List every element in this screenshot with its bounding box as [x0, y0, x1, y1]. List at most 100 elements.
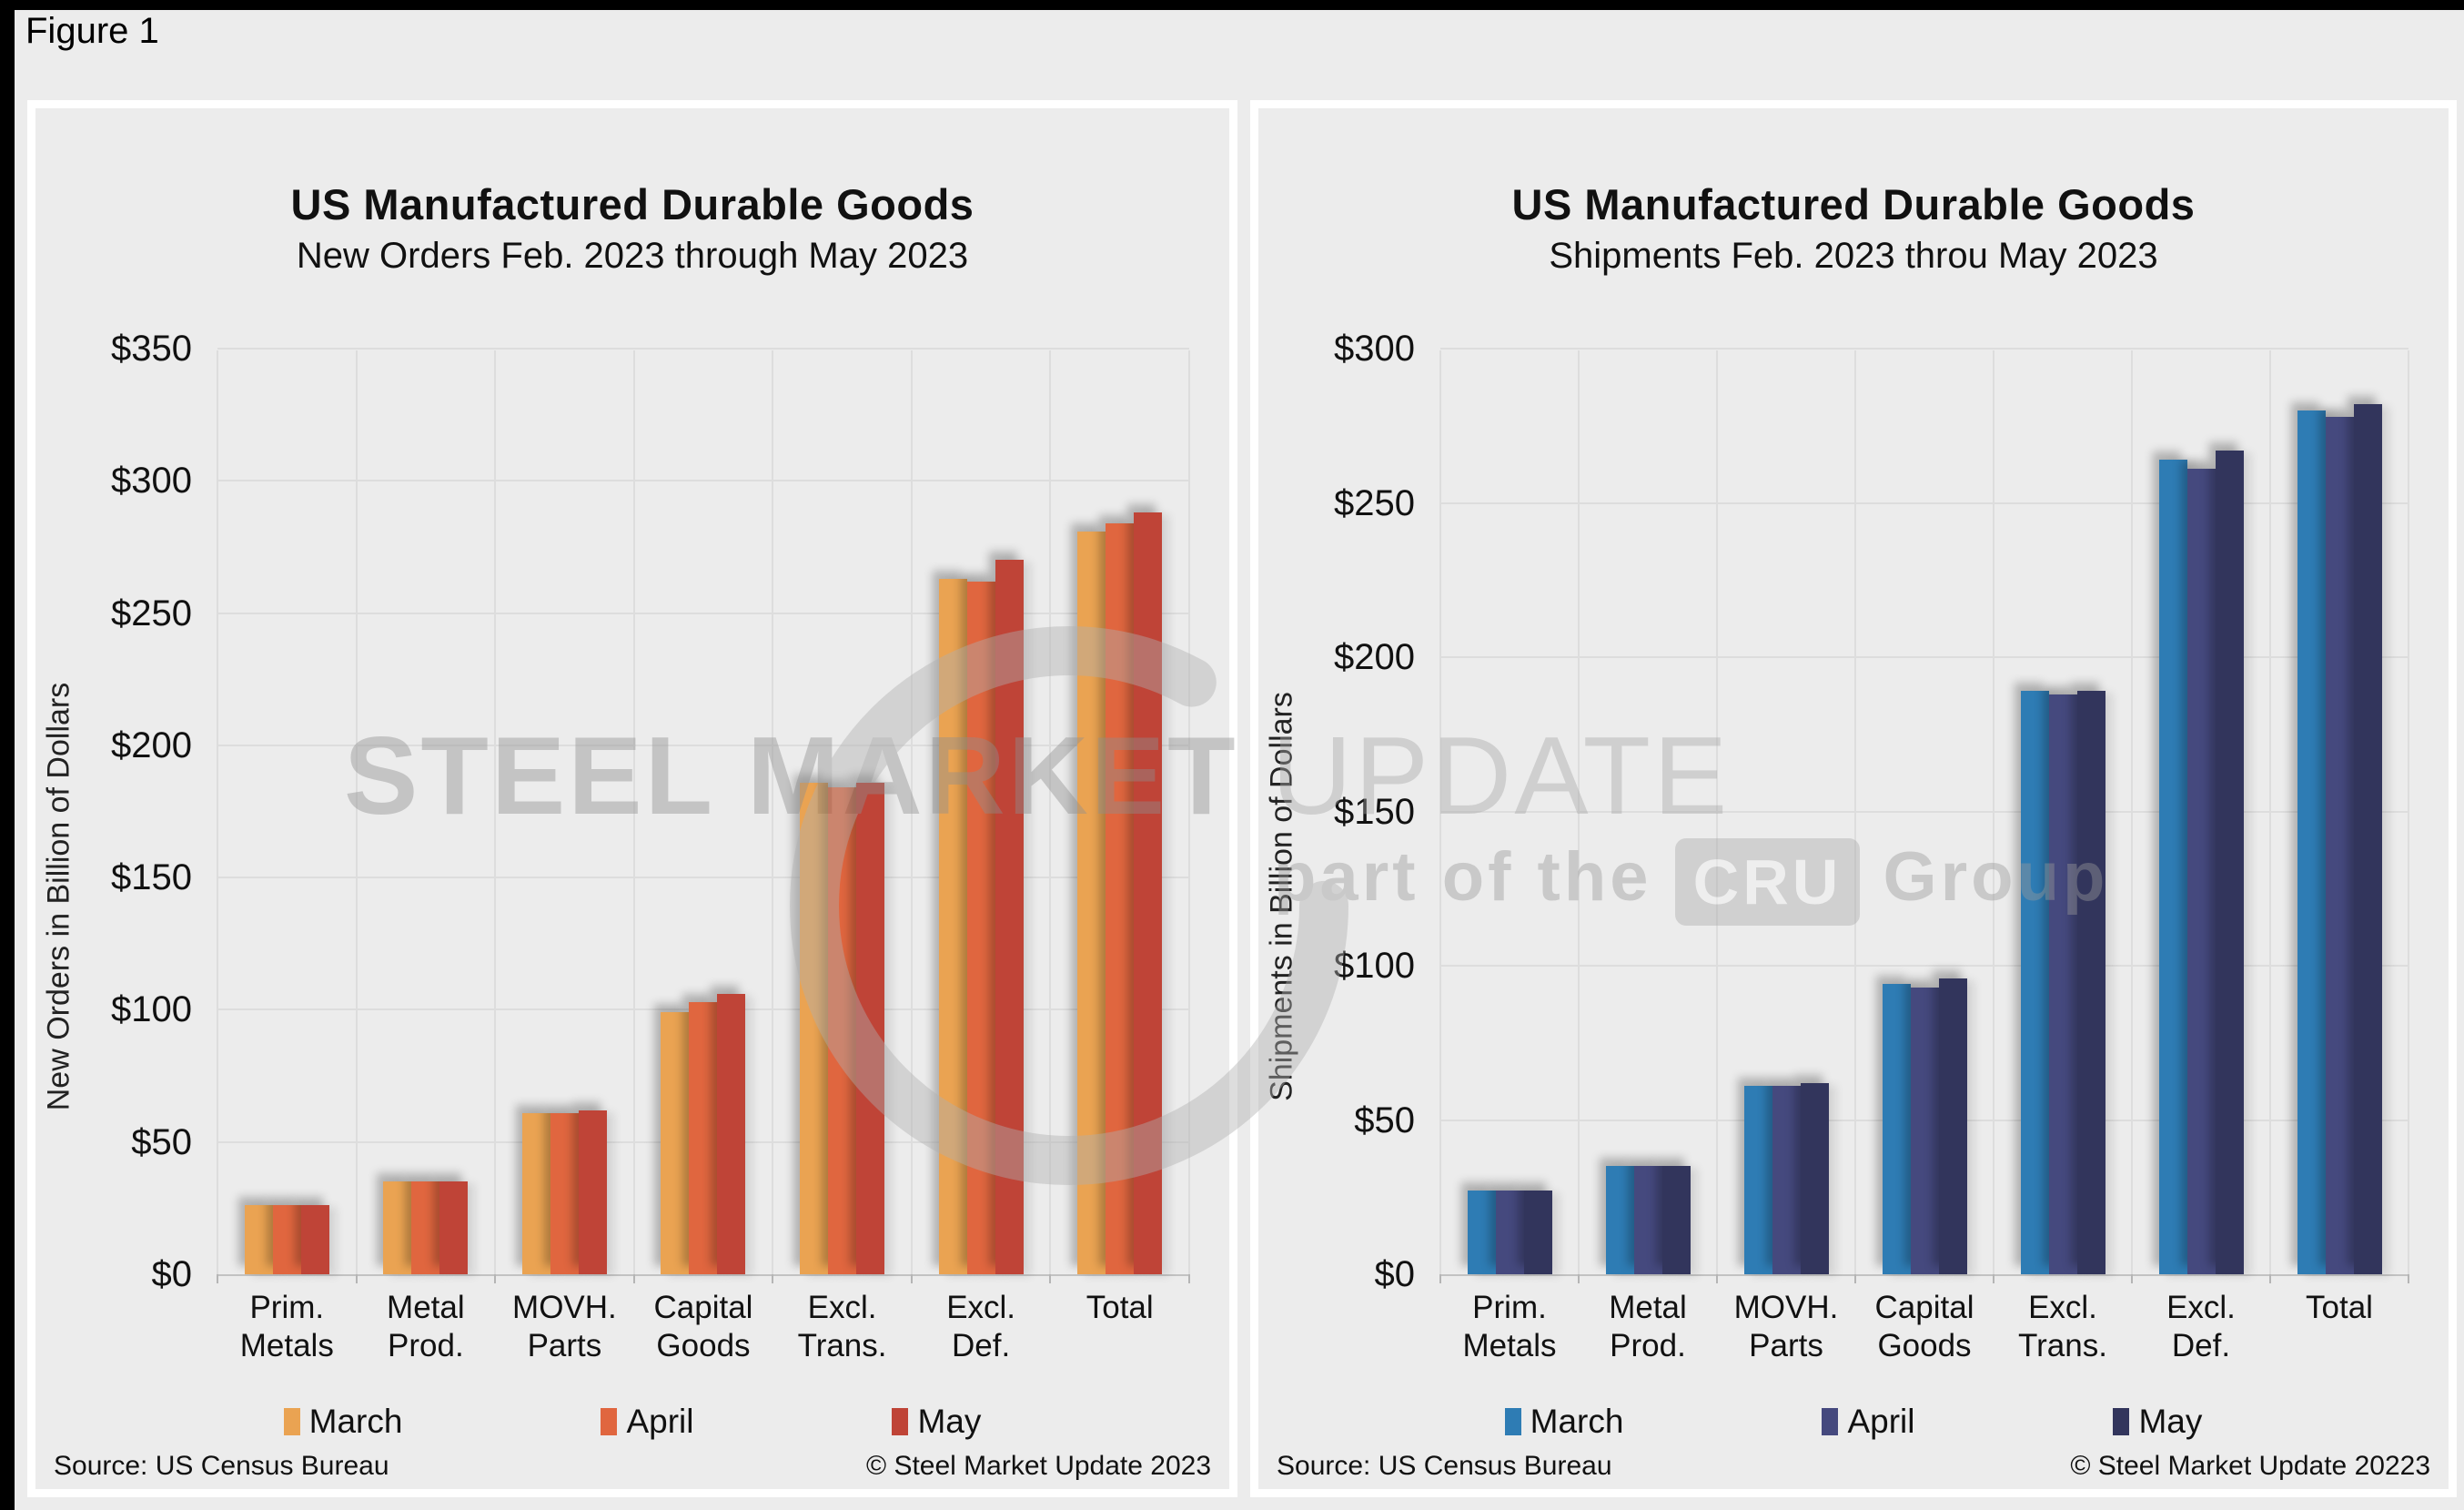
bar-may-0 — [300, 1205, 329, 1274]
bar-march-1 — [383, 1181, 412, 1274]
gridline-h — [1440, 502, 2408, 504]
x-tick-label: Excl. Def. — [2166, 1290, 2236, 1363]
gridline-v — [632, 350, 635, 1274]
y-tick-label: $200 — [111, 725, 192, 765]
bar-march-5 — [2158, 460, 2187, 1274]
axis-tick — [632, 1274, 635, 1283]
y-tick-label: $300 — [111, 461, 192, 502]
chart-subtitle: Shipments Feb. 2023 throu May 2023 — [1549, 236, 2158, 276]
axis-tick — [494, 1274, 497, 1283]
legend-item-april: April — [601, 1403, 693, 1441]
bar-march-1 — [1605, 1166, 1634, 1274]
gridline-h — [1440, 348, 2408, 350]
x-tick-label: Capital Goods — [653, 1290, 753, 1363]
bar-group-3 — [1855, 978, 1994, 1274]
axis-tick — [2131, 1274, 2133, 1283]
axis-tick — [1188, 1274, 1190, 1283]
bar-april-5 — [2186, 469, 2216, 1274]
bar-april-2 — [1772, 1086, 1801, 1274]
y-tick-label: $50 — [131, 1121, 192, 1162]
bar-may-4 — [856, 782, 885, 1274]
chart-panel-new-orders: US Manufactured Durable Goods New Orders… — [27, 100, 1237, 1497]
legend-swatch — [1504, 1408, 1521, 1435]
legend-item-may: May — [892, 1403, 981, 1441]
x-tick-label: Excl. Trans. — [797, 1290, 887, 1363]
y-tick-label: $250 — [1334, 482, 1415, 523]
axis-tick — [1577, 1274, 1580, 1283]
bar-march-5 — [938, 578, 967, 1274]
bar-may-5 — [995, 560, 1024, 1274]
x-tick-label: Prim. Metals — [239, 1290, 334, 1363]
bar-group-5 — [912, 560, 1051, 1274]
axis-tick — [1854, 1274, 1856, 1283]
y-tick-label: $0 — [1374, 1254, 1416, 1294]
bar-march-3 — [661, 1012, 690, 1274]
bar-may-2 — [578, 1110, 607, 1274]
copyright-note: © Steel Market Update 2023 — [866, 1451, 1211, 1481]
bar-may-5 — [2215, 450, 2244, 1274]
bar-group-6 — [2270, 404, 2408, 1274]
gridline-h — [1440, 965, 2408, 967]
y-tick-label: $50 — [1354, 1100, 1415, 1140]
bar-april-4 — [2048, 694, 2077, 1274]
bar-march-4 — [800, 782, 829, 1274]
plot-area: $0 $50 $100 $150 $200 $250 $300 $350 Prim. Metals… — [111, 329, 1190, 1363]
copyright-note: © Steel Market Update 20223 — [2070, 1451, 2430, 1481]
x-tick-label: Total — [2306, 1290, 2373, 1325]
gridline-h — [217, 612, 1189, 614]
bar-group-6 — [1050, 512, 1189, 1274]
gridline-v — [2408, 350, 2409, 1274]
bar-group-5 — [2132, 450, 2270, 1274]
axis-tick — [1992, 1274, 1994, 1283]
frame-border-left — [0, 0, 15, 1510]
x-tick-label: MOVH. Parts — [1733, 1290, 1839, 1363]
source-note: Source: US Census Bureau — [1277, 1451, 1612, 1481]
legend-label: April — [1847, 1403, 1915, 1440]
y-tick-label: $200 — [1334, 637, 1415, 677]
gridline-h — [1440, 656, 2408, 658]
gridline-v — [910, 350, 913, 1274]
axis-tick — [1049, 1274, 1052, 1283]
gridline-v — [2131, 350, 2133, 1274]
legend-swatch — [2113, 1408, 2130, 1435]
legend: March April May — [35, 1403, 1229, 1441]
gridline-v — [1992, 350, 1994, 1274]
legend-swatch — [601, 1408, 618, 1435]
bar-group-4 — [1994, 691, 2132, 1274]
bar-may-1 — [439, 1181, 469, 1274]
axis-tick — [217, 1274, 218, 1283]
gridline-v — [355, 350, 358, 1274]
bar-may-2 — [1800, 1082, 1829, 1274]
bar-april-6 — [1106, 522, 1135, 1274]
legend-swatch — [283, 1408, 300, 1435]
chart-subtitle: New Orders Feb. 2023 through May 2023 — [296, 236, 969, 276]
gridline-v — [1439, 350, 1441, 1274]
bar-group-1 — [357, 1181, 496, 1274]
y-tick-label: $100 — [1334, 946, 1415, 986]
bar-may-6 — [1134, 512, 1163, 1274]
bar-april-1 — [411, 1181, 440, 1274]
gridline-h — [217, 348, 1189, 350]
gridline-v — [1049, 350, 1052, 1274]
gridline-v — [772, 350, 774, 1274]
axis-tick — [910, 1274, 913, 1283]
chart-title: US Manufactured Durable Goods — [290, 180, 974, 228]
legend-item-march: March — [1504, 1403, 1623, 1441]
bar-march-6 — [1077, 531, 1106, 1274]
bar-april-0 — [1495, 1191, 1524, 1274]
bar-march-3 — [1882, 984, 1911, 1274]
bar-may-3 — [717, 994, 746, 1274]
axis-tick — [355, 1274, 358, 1283]
gridline-v — [1854, 350, 1856, 1274]
bar-april-1 — [1633, 1166, 1662, 1274]
axis-tick — [2408, 1274, 2409, 1283]
y-tick-label: $350 — [111, 329, 192, 369]
bar-group-4 — [773, 782, 912, 1274]
legend-label: April — [626, 1403, 694, 1440]
chart-content: US Manufactured Durable Goods Shipments … — [1258, 108, 2449, 1489]
chart-content: US Manufactured Durable Goods New Orders… — [35, 108, 1229, 1489]
bar-march-2 — [1743, 1086, 1772, 1274]
axis-tick — [772, 1274, 774, 1283]
y-tick-label: $100 — [111, 989, 192, 1030]
plot-area: $0 $50 $100 $150 $200 $250 $300 Prim. Metals Meta… — [1334, 329, 2409, 1363]
